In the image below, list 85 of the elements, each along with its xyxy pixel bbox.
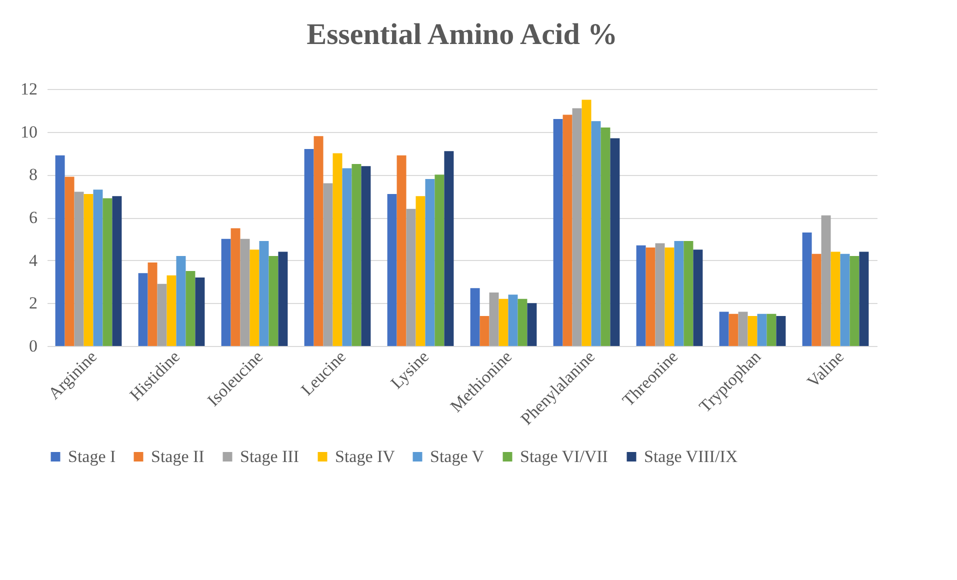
bar bbox=[64, 176, 74, 346]
bar bbox=[387, 194, 397, 346]
bar bbox=[610, 138, 620, 346]
bar bbox=[719, 312, 729, 346]
legend-label: Stage IV bbox=[335, 446, 396, 466]
bar bbox=[489, 292, 499, 346]
bar bbox=[259, 241, 269, 346]
bar bbox=[748, 316, 758, 346]
bar bbox=[518, 298, 528, 346]
bar bbox=[221, 238, 231, 346]
bar bbox=[859, 252, 869, 346]
bar bbox=[342, 168, 352, 346]
bar bbox=[278, 252, 288, 346]
bar bbox=[434, 174, 444, 346]
bar bbox=[268, 256, 278, 346]
y-tick-label: 6 bbox=[29, 208, 38, 227]
bar bbox=[693, 250, 703, 346]
bar bbox=[728, 314, 738, 346]
bar bbox=[352, 164, 362, 346]
bar bbox=[138, 273, 148, 346]
legend-label: Stage II bbox=[151, 446, 205, 466]
bar bbox=[240, 238, 250, 346]
bar bbox=[406, 208, 416, 346]
bar bbox=[84, 194, 94, 346]
bar bbox=[684, 241, 694, 346]
bar bbox=[74, 192, 84, 346]
bar bbox=[591, 121, 601, 346]
bar bbox=[102, 198, 112, 346]
bar bbox=[582, 100, 592, 346]
bar bbox=[250, 250, 260, 346]
chart-title: Essential Amino Acid % bbox=[306, 18, 618, 51]
y-tick-label: 2 bbox=[29, 294, 38, 313]
bar bbox=[304, 148, 314, 346]
bar bbox=[646, 247, 656, 346]
bar bbox=[361, 166, 371, 346]
bar bbox=[664, 247, 674, 346]
bar bbox=[821, 215, 831, 346]
bar bbox=[674, 241, 684, 346]
bar bbox=[396, 155, 406, 346]
bar bbox=[636, 245, 646, 346]
bar bbox=[776, 316, 786, 346]
bar bbox=[186, 271, 196, 346]
bar bbox=[55, 155, 65, 346]
legend-label: Stage VI/VII bbox=[520, 446, 608, 466]
bar bbox=[470, 288, 480, 346]
bar bbox=[112, 196, 122, 346]
bar bbox=[830, 252, 840, 346]
bar bbox=[655, 243, 665, 346]
bar bbox=[508, 294, 518, 346]
bar bbox=[148, 262, 158, 346]
bar bbox=[93, 190, 103, 346]
bar bbox=[600, 128, 610, 346]
legend-label: Stage III bbox=[240, 446, 300, 466]
bar bbox=[332, 153, 342, 346]
bar bbox=[444, 151, 454, 346]
bar bbox=[425, 178, 435, 346]
bar bbox=[166, 275, 176, 346]
y-tick-label: 10 bbox=[20, 122, 38, 142]
bar bbox=[314, 136, 324, 346]
bar bbox=[812, 254, 822, 346]
y-tick-label: 0 bbox=[29, 336, 38, 356]
bar bbox=[498, 298, 508, 346]
bar bbox=[176, 256, 186, 346]
bar bbox=[230, 228, 240, 346]
bar bbox=[562, 114, 572, 346]
bar bbox=[738, 312, 748, 346]
bar bbox=[527, 303, 537, 346]
bar bbox=[480, 316, 490, 346]
legend-label: Stage V bbox=[430, 446, 485, 466]
y-tick-label: 8 bbox=[29, 165, 38, 184]
bar bbox=[323, 183, 333, 346]
bar bbox=[840, 254, 850, 346]
bar bbox=[850, 256, 860, 346]
legend-label: Stage I bbox=[68, 446, 116, 466]
bar bbox=[802, 232, 812, 346]
bar bbox=[572, 108, 582, 346]
bar bbox=[553, 118, 563, 346]
bar bbox=[157, 284, 167, 346]
y-tick-label: 12 bbox=[20, 80, 38, 98]
legend-label: Stage VIII/IX bbox=[644, 446, 738, 466]
bar bbox=[757, 314, 767, 346]
bar bbox=[195, 277, 205, 346]
bar bbox=[766, 314, 776, 346]
bar bbox=[416, 196, 426, 346]
y-tick-label: 4 bbox=[29, 250, 38, 270]
